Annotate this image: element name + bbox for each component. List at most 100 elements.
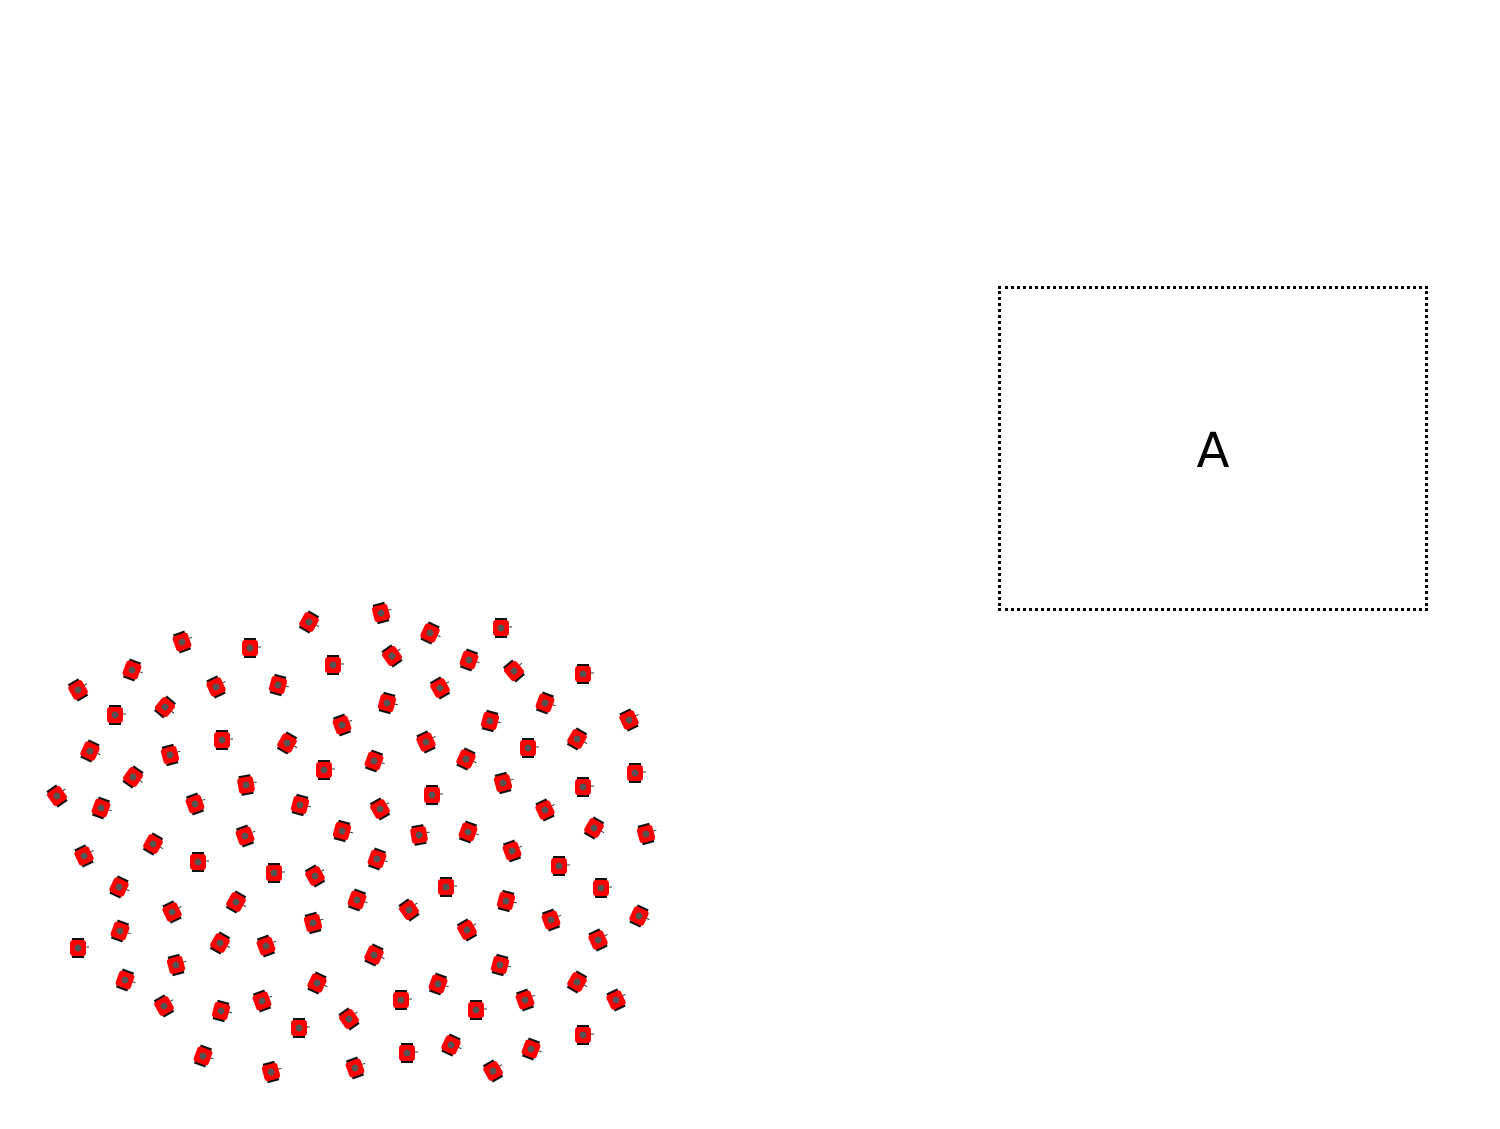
robot-icon [535,691,556,715]
robot-icon [566,727,588,751]
robot-icon [190,852,209,872]
robot-icon [566,970,588,994]
robot-icon [480,709,502,733]
robot-icon [115,968,136,992]
robot-icon [109,875,130,899]
robot-icon [347,888,368,912]
robot-icon [496,889,518,913]
robot-icon [493,771,514,795]
robot-icon [345,1056,366,1080]
robot-icon [381,644,403,668]
robot-icon [429,676,451,700]
robot-icon [619,708,639,732]
robot-icon [46,784,68,808]
robot-icon [493,618,512,638]
robot-icon [482,1059,504,1083]
robot-icon [459,648,480,672]
robot-icon [627,763,646,783]
robot-icon [502,839,523,863]
robot-icon [332,713,353,737]
robot-icon [172,630,193,654]
robot-icon [237,774,257,796]
robot-icon [142,832,164,856]
robot-icon [520,738,539,758]
robot-icon [325,655,344,675]
robot-icon [298,610,320,634]
robot-icon [371,601,392,625]
robot-icon [424,785,443,805]
robot-icon [153,994,175,1018]
robot-icon [303,911,324,935]
robot-icon [193,1044,214,1068]
robot-icon [70,938,89,958]
robot-icon [428,972,449,996]
robot-icon [74,844,94,868]
robot-icon [211,999,233,1023]
robot-icon [410,824,430,846]
robot-icon [261,1060,282,1084]
robot-icon [521,1037,542,1061]
robot-icon [593,878,612,898]
robot-icon [468,1000,487,1020]
robot-icon [458,820,479,844]
robot-icon [515,988,536,1012]
robot-icon [364,749,385,773]
robot-icon [256,934,277,958]
robot-icon [122,765,144,789]
robot-icon [541,908,562,932]
robot-icon [80,739,101,763]
robot-icon [399,1043,418,1063]
robot-icon [307,971,328,995]
robot-icon [583,816,605,840]
robot-icon [268,673,290,697]
robot-icon [456,747,477,771]
robot-icon [575,777,594,797]
robot-icon [290,793,312,817]
robot-icon [588,928,608,952]
robot-icon [364,943,385,967]
robot-icon [438,877,457,897]
robot-icon [393,990,412,1010]
robot-icon [367,847,388,871]
robot-icon [377,691,399,715]
robot-icon [291,1018,310,1038]
robot-icon [206,675,226,699]
robot-icon [575,1025,594,1045]
robot-icon [629,904,650,928]
robot-icon [551,856,570,876]
robot-icon [636,822,657,846]
robot-icon [416,730,436,754]
robot-icon [110,919,131,943]
robot-icon [535,798,555,822]
robot-icon [185,792,206,816]
robot-icon [242,638,261,658]
robot-icon [209,931,231,955]
robot-icon [67,678,89,702]
robot-icon [276,731,298,755]
robot-icon [91,796,112,820]
robot-icon [420,621,441,645]
robot-icon [490,953,512,977]
robot-icon [266,863,285,883]
robot-icon [153,695,177,719]
robot-icon [316,760,335,780]
robot-icon [332,819,354,843]
target-zone: A [998,286,1428,611]
robot-icon [575,664,594,684]
robot-icon [160,743,181,767]
robot-icon [304,864,326,888]
robot-icon [107,705,126,725]
robot-icon [122,658,143,682]
robot-icon [252,989,273,1013]
robot-icon [398,898,420,922]
robot-icon [441,1033,462,1057]
target-zone-label: A [1196,423,1230,479]
robot-icon [502,659,526,683]
robot-icon [235,824,256,848]
robot-icon [162,900,182,924]
robot-icon [606,988,626,1012]
robot-icon [456,918,478,942]
robot-icon [369,797,391,821]
